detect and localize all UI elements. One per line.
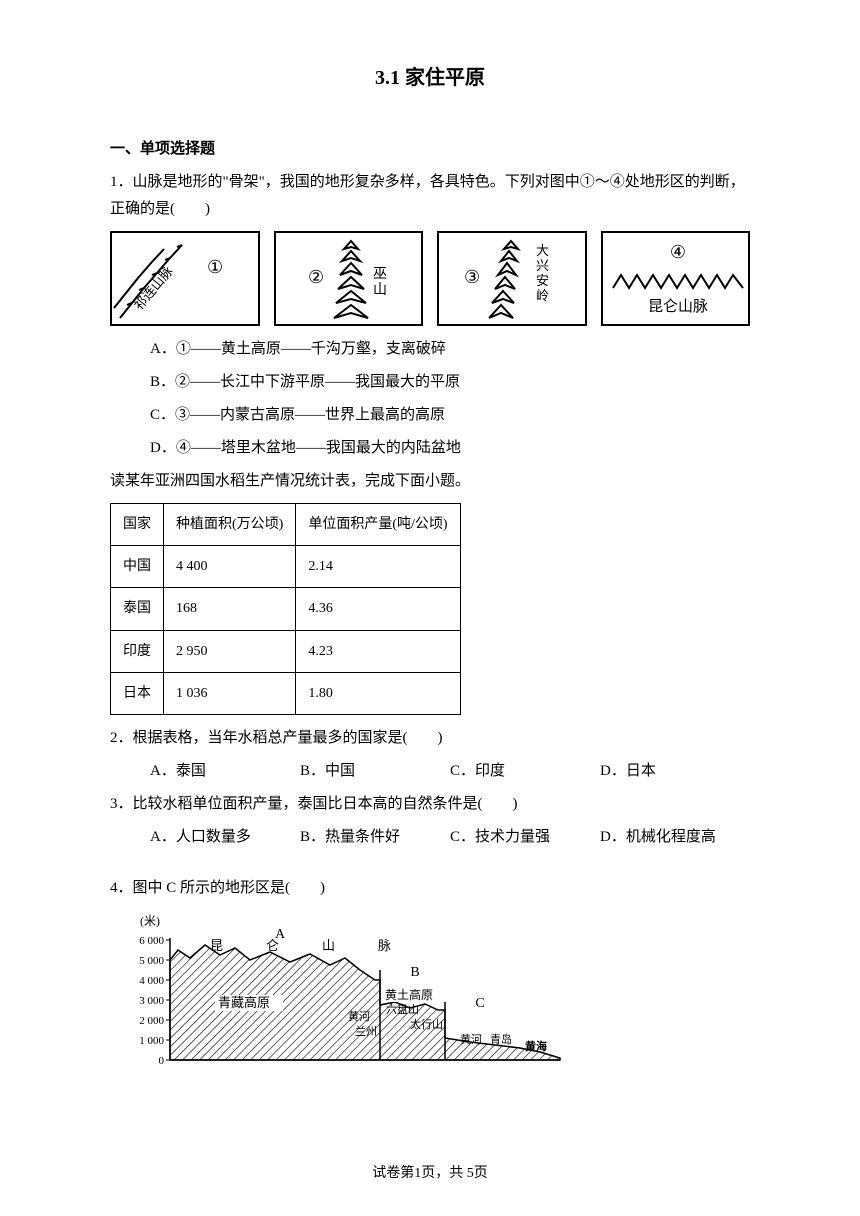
q2-stem: 2．根据表格，当年水稻总产量最多的国家是( ) [110, 725, 750, 752]
svg-text:④: ④ [669, 242, 685, 262]
q1-stem: 1．山脉是地形的"骨架"，我国的地形复杂多样，各具特色。下列对图中①～④处地形区… [110, 169, 750, 223]
svg-text:太行山: 太行山 [410, 1018, 443, 1031]
q3-opt-a: A．人口数量多 [150, 824, 300, 851]
svg-text:黄海: 黄海 [525, 1039, 547, 1053]
th-yield: 单位面积产量(吨/公顷) [296, 504, 460, 546]
svg-text:青藏高原: 青藏高原 [218, 995, 270, 1010]
q1-opt-b: B．②——长江中下游平原——我国最大的平原 [110, 369, 750, 396]
svg-text:黄河: 黄河 [348, 1009, 370, 1023]
fig-box-2: ② 巫山 [274, 231, 424, 326]
q3-opt-d: D．机械化程度高 [600, 824, 750, 851]
table-row: 日本 1 036 1.80 [111, 672, 461, 714]
svg-text:黄土高原: 黄土高原 [385, 987, 433, 1002]
q4-stem: 4．图中 C 所示的地形区是( ) [110, 875, 750, 902]
svg-text:大兴安岭: 大兴安岭 [536, 243, 549, 303]
elevation-profile-chart: (米)6 0005 0004 0003 0002 0001 0000ABC昆 仑… [120, 910, 750, 1085]
table-intro: 读某年亚洲四国水稻生产情况统计表，完成下面小题。 [110, 468, 750, 495]
q3-stem: 3．比较水稻单位面积产量，泰国比日本高的自然条件是( ) [110, 791, 750, 818]
svg-text:六盘山: 六盘山 [386, 1002, 419, 1016]
th-country: 国家 [111, 504, 164, 546]
q1-opt-d: D．④——塔里木盆地——我国最大的内陆盆地 [110, 435, 750, 462]
table-row: 泰国 168 4.36 [111, 588, 461, 630]
svg-text:兰州: 兰州 [355, 1025, 377, 1038]
svg-text:B: B [410, 965, 419, 980]
section-header: 一、单项选择题 [110, 136, 750, 163]
q1-opt-c: C．③——内蒙古高原——世界上最高的高原 [110, 402, 750, 429]
page-title: 3.1 家住平原 [110, 60, 750, 96]
svg-text:③: ③ [464, 267, 480, 287]
th-area: 种植面积(万公顷) [164, 504, 296, 546]
svg-text:①: ① [207, 257, 223, 277]
svg-text:4 000: 4 000 [139, 975, 164, 987]
q2-opt-b: B．中国 [300, 758, 450, 785]
svg-text:0: 0 [159, 1055, 165, 1067]
svg-text:青岛: 青岛 [490, 1032, 512, 1046]
svg-text:仑: 仑 [266, 938, 279, 953]
q1-opt-a: A．①——黄土高原——千沟万壑，支离破碎 [110, 336, 750, 363]
page-footer: 试卷第1页，共 5页 [0, 1161, 860, 1186]
q1-figures: 祁连山脉 ① ② 巫山 ③ 大兴安岭 ④ [110, 231, 750, 326]
svg-text:②: ② [308, 267, 324, 287]
svg-text:(米): (米) [140, 914, 160, 928]
svg-text:昆仑山脉: 昆仑山脉 [647, 298, 707, 315]
svg-text:2 000: 2 000 [139, 1015, 164, 1027]
svg-text:祁连山脉: 祁连山脉 [131, 263, 176, 312]
svg-text:1 000: 1 000 [139, 1035, 164, 1047]
q2-opt-d: D．日本 [600, 758, 750, 785]
q3-opt-b: B．热量条件好 [300, 824, 450, 851]
q2-options: A．泰国 B．中国 C．印度 D．日本 [110, 758, 750, 785]
table-row: 印度 2 950 4.23 [111, 630, 461, 672]
q3-options: A．人口数量多 B．热量条件好 C．技术力量强 D．机械化程度高 [110, 824, 750, 851]
q2-opt-c: C．印度 [450, 758, 600, 785]
fig-box-1: 祁连山脉 ① [110, 231, 260, 326]
svg-text:昆: 昆 [210, 938, 223, 953]
svg-text:C: C [475, 996, 484, 1011]
svg-text:山: 山 [322, 938, 335, 953]
q2-opt-a: A．泰国 [150, 758, 300, 785]
svg-text:黄河: 黄河 [460, 1032, 482, 1046]
table-row: 中国 4 400 2.14 [111, 546, 461, 588]
svg-text:巫山: 巫山 [373, 267, 387, 298]
svg-text:脉: 脉 [378, 938, 391, 953]
q3-opt-c: C．技术力量强 [450, 824, 600, 851]
rice-table: 国家 种植面积(万公顷) 单位面积产量(吨/公顷) 中国 4 400 2.14 … [110, 503, 461, 715]
fig-box-4: ④ 昆仑山脉 [601, 231, 751, 326]
fig-box-3: ③ 大兴安岭 [437, 231, 587, 326]
svg-text:3 000: 3 000 [139, 995, 164, 1007]
svg-text:6 000: 6 000 [139, 935, 164, 947]
svg-text:5 000: 5 000 [139, 955, 164, 967]
